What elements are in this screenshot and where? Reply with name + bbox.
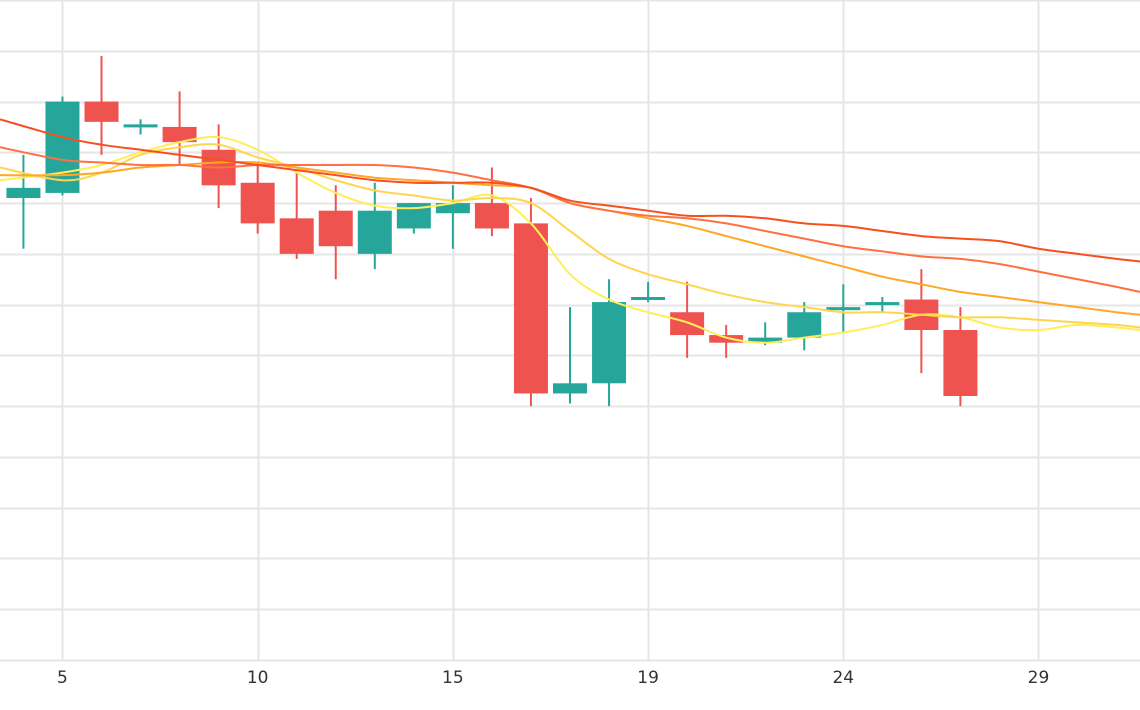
- candle-body-up: [6, 187, 41, 198]
- candle-body-up: [631, 297, 666, 300]
- chart-grid: [0, 0, 1140, 662]
- candle-body-down: [318, 210, 353, 247]
- moving-average-line: [0, 146, 1140, 293]
- x-tick-label: 5: [57, 668, 68, 688]
- candle-body-down: [279, 218, 314, 254]
- moving-average-line: [0, 118, 1140, 263]
- candle-body-up: [592, 302, 627, 384]
- x-tick-label: 19: [637, 668, 659, 688]
- candle-body-down: [240, 182, 275, 224]
- x-tick-label: 29: [1028, 668, 1050, 688]
- candle-body-up: [553, 383, 587, 394]
- candle-body-down: [84, 101, 119, 122]
- candle-body-down: [162, 126, 197, 143]
- candle-body-up: [748, 337, 783, 343]
- candle-body-down: [513, 223, 548, 394]
- x-tick-label: 15: [442, 668, 464, 688]
- moving-average-lines: [0, 118, 1140, 344]
- candle-body-up: [826, 307, 861, 311]
- x-tick-label: 10: [247, 668, 269, 688]
- candle-body-down: [474, 203, 509, 229]
- moving-average-line: [0, 143, 1140, 329]
- candle-body-down: [670, 312, 705, 336]
- x-axis: 5 10 15 19 24 29: [57, 668, 1049, 688]
- candle-body-up: [357, 210, 392, 254]
- x-tick-label: 24: [832, 668, 854, 688]
- candle-series: [6, 55, 978, 407]
- candle-body-up: [45, 101, 80, 193]
- candle-body-up: [435, 203, 470, 214]
- candle-body-down: [709, 335, 744, 343]
- candle-body-down: [943, 330, 978, 396]
- candle-body-up: [787, 312, 822, 338]
- candle-body-up: [865, 302, 900, 306]
- candle-body-up: [123, 124, 158, 128]
